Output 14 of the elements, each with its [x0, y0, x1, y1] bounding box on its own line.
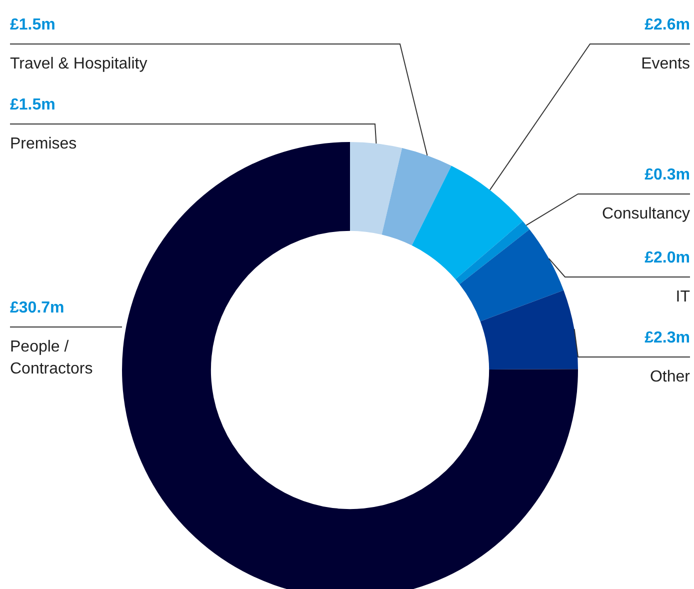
- data-label: £30.7m: [10, 299, 64, 316]
- slice-label: Travel & Hospitality: [10, 55, 148, 72]
- slice-label: IT: [676, 288, 690, 306]
- slice-label: Consultancy: [602, 205, 690, 222]
- slice-label: Events: [641, 55, 690, 72]
- data-label: £0.3m: [644, 166, 690, 184]
- slice-label: Premises: [10, 135, 77, 152]
- data-label: £1.5m: [10, 16, 56, 34]
- slice-label: People / Contractors: [10, 338, 93, 378]
- slice-label: Other: [650, 368, 691, 386]
- data-label: £2.3m: [644, 329, 690, 346]
- data-label: £1.5m: [10, 96, 56, 114]
- data-label: £2.0m: [644, 249, 690, 266]
- data-label: £2.6m: [644, 16, 690, 34]
